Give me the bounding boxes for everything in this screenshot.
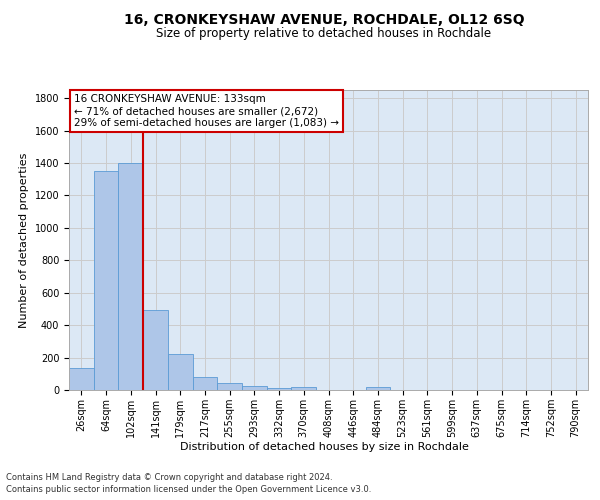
Text: Contains HM Land Registry data © Crown copyright and database right 2024.: Contains HM Land Registry data © Crown c… (6, 472, 332, 482)
Y-axis label: Number of detached properties: Number of detached properties (19, 152, 29, 328)
Text: 16 CRONKEYSHAW AVENUE: 133sqm
← 71% of detached houses are smaller (2,672)
29% o: 16 CRONKEYSHAW AVENUE: 133sqm ← 71% of d… (74, 94, 339, 128)
Bar (217, 382, 242, 390)
Bar (94, 171, 118, 390)
Bar (292, 387, 316, 390)
Text: Contains public sector information licensed under the Open Government Licence v3: Contains public sector information licen… (6, 485, 371, 494)
Bar (242, 386, 267, 390)
Bar (267, 388, 292, 390)
Bar (193, 378, 217, 390)
Text: Distribution of detached houses by size in Rochdale: Distribution of detached houses by size … (179, 442, 469, 452)
Bar (118, 163, 143, 390)
Bar (365, 387, 390, 390)
Bar (69, 368, 94, 390)
Bar (168, 354, 193, 390)
Text: 16, CRONKEYSHAW AVENUE, ROCHDALE, OL12 6SQ: 16, CRONKEYSHAW AVENUE, ROCHDALE, OL12 6… (124, 12, 524, 26)
Bar (143, 310, 168, 390)
Text: Size of property relative to detached houses in Rochdale: Size of property relative to detached ho… (157, 28, 491, 40)
